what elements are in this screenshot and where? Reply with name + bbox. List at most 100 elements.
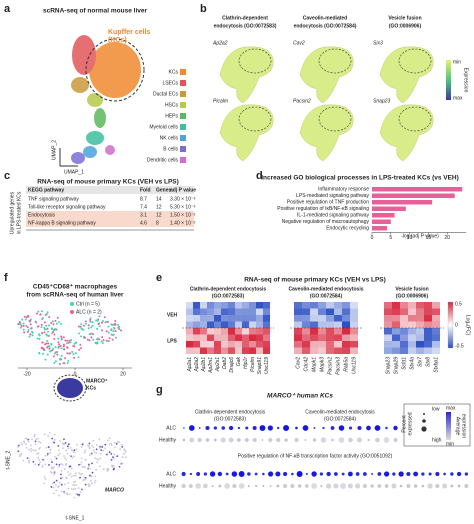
heatmap-cell [242,334,249,341]
cell-dot [80,461,83,464]
heatmap-cell [310,321,318,328]
heatmap-cell [350,315,358,322]
cell-dot [52,355,55,358]
cell-dot [83,451,86,454]
heatmap-cell [400,334,408,341]
cell-dot [99,452,102,455]
heatmap-cell [392,328,400,335]
cell-dot [57,345,60,348]
callout: MARCO⁺ [86,378,108,384]
heatmap-cell [249,347,256,354]
cell-dot [114,336,117,339]
heatmap-cell [221,334,228,341]
cell-dot [123,452,125,455]
legend-label: NK cells [160,135,179,141]
table-cell: 3.1 [140,212,147,218]
kc-outline [238,48,272,74]
cell-dot [58,343,61,346]
heatmap-cell [214,321,221,328]
group-title: endocytosis (GO:0072583) [214,23,277,29]
dot [205,438,210,442]
cell-dot [18,321,21,324]
dot [338,425,345,431]
cell-dot [77,356,80,359]
heatmap-cell [408,341,416,348]
legend-label: low [432,406,440,412]
cell-dot [98,465,101,468]
row-highlight [26,211,194,219]
heatmap-cell [193,321,200,328]
cell-dot [101,446,104,448]
cell-dot [45,312,48,315]
heatmap-cell [200,321,207,328]
cell-dot [52,486,55,489]
cell-dot [99,457,102,460]
category-label: Positive regulation of TNF production [287,200,369,206]
cell-dot [84,449,87,452]
cell-dot [59,477,62,480]
cell-dot [50,321,53,324]
cell-dot [53,438,56,441]
colorbar-label: min [453,59,461,65]
heatmap-cell [200,302,207,309]
gene-label: Mapk3 [319,357,325,372]
cell-dot [107,439,109,442]
heatmap-cell [214,347,221,354]
cell-dot [55,322,58,325]
heatmap-cell [408,308,416,315]
cell-dot [104,443,107,446]
cell-dot [106,320,109,323]
kc-outline [318,48,352,74]
bar [372,213,395,218]
dot [181,483,186,489]
heatmap-cell [416,315,424,322]
cell-dot [72,488,75,491]
cell-dot [65,449,67,452]
cell-dot [124,451,127,454]
gene-label: Six3 [373,40,383,46]
heatmap-cell [408,315,416,322]
cell-dot [23,315,26,318]
cell-dot [30,447,33,450]
cell-dot [71,350,74,353]
cell-dot [105,453,108,456]
heatmap-cell [193,328,200,335]
cell-dot [84,478,86,481]
cell-dot [103,316,106,319]
heatmap-cell [228,341,235,348]
group-title: Clathrin-dependent endocytosis [190,286,267,292]
cell-dot [38,337,41,340]
panel-label: g [156,384,163,396]
heatmap-cell [350,302,358,309]
cell-dot [34,440,37,443]
heatmap-cell [416,347,424,354]
cell-dot [112,330,115,333]
heatmap-cell [432,334,440,341]
cell-dot [69,446,72,449]
heatmap-cell [256,328,263,335]
dot [374,425,381,431]
legend-dot [70,302,74,306]
cell-dot [95,444,98,446]
cell-dot [52,440,55,443]
dot [338,437,345,443]
heatmap-cell [318,334,326,341]
cell-dot [68,339,71,342]
heatmap-cell [249,334,256,341]
cell-dot [32,448,35,451]
group-title: Caveolin-mediated endocytosis [305,409,375,415]
cell-dot [88,445,90,448]
heatmap-cell [302,302,310,309]
cell-dot [47,342,50,345]
heatmap-cell [235,315,242,322]
dot [238,483,245,489]
cell-dot [39,313,42,316]
gene-label: Stx7 [417,357,423,367]
cell-dot [94,475,97,478]
cell-dot [71,456,74,459]
heatmap-cell [392,308,400,315]
cell-dot [92,439,95,442]
cell-dot [43,321,46,324]
cell-dot [77,487,80,489]
heatmap-cell [416,328,424,335]
